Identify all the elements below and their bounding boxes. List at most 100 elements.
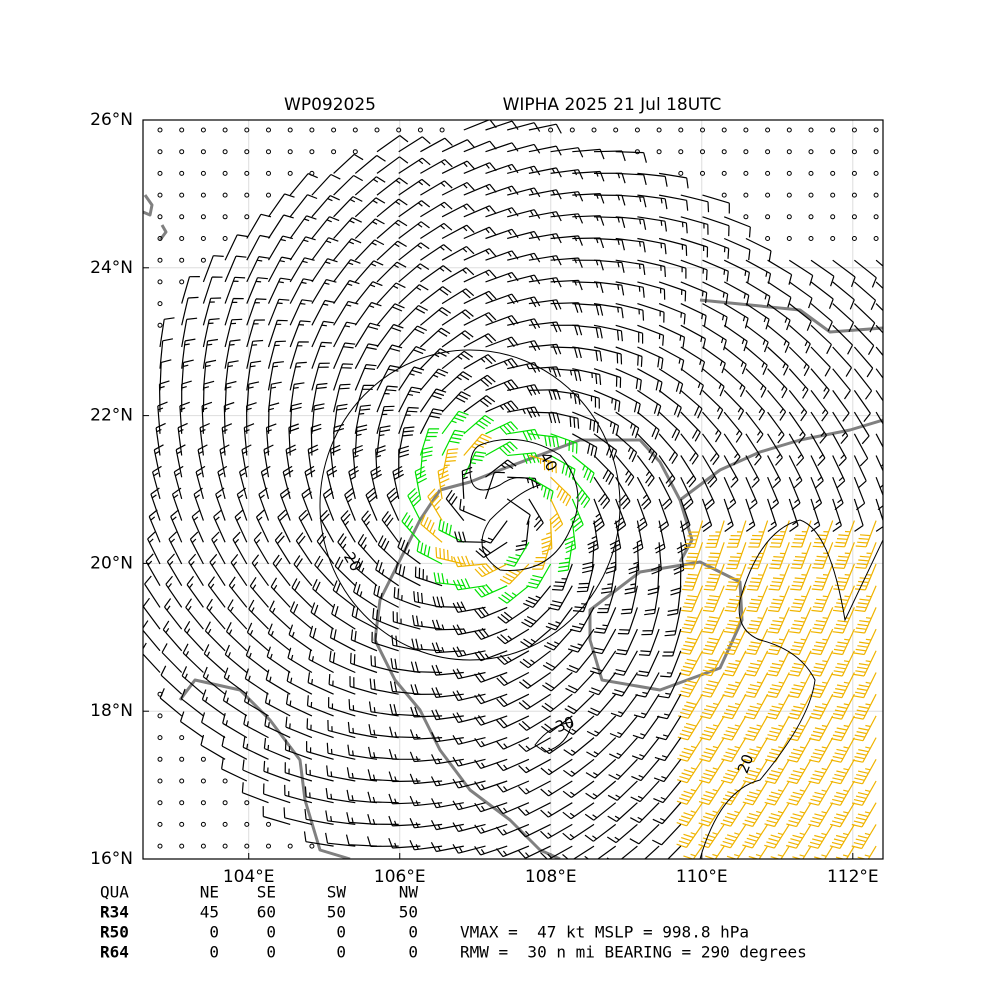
wind-barb	[832, 303, 855, 333]
wind-barb	[412, 615, 443, 630]
wind-barb	[636, 650, 660, 677]
calm-marker	[830, 214, 836, 220]
wind-barb	[463, 312, 497, 326]
calm-marker	[634, 149, 640, 155]
wind-barb	[246, 339, 264, 369]
wind-barb	[283, 807, 313, 825]
wind-barb	[398, 221, 430, 239]
wind-barb	[658, 368, 684, 395]
wind-barb	[365, 487, 378, 521]
wind-barb	[376, 405, 395, 434]
wind-barb	[597, 585, 617, 614]
wind-barb	[680, 346, 706, 373]
wind-barb	[834, 520, 855, 548]
wind-barb	[246, 298, 267, 326]
wind-barb	[607, 802, 638, 823]
calm-marker	[765, 192, 771, 198]
wind-barb	[810, 324, 832, 355]
wind-barb	[329, 650, 356, 674]
wind-barb	[289, 299, 313, 326]
wind-barb	[810, 628, 834, 656]
wind-barb	[485, 163, 519, 174]
wind-barb	[788, 324, 811, 354]
wind-barb	[452, 712, 486, 724]
wind-barb	[702, 324, 727, 351]
wind-barb	[532, 542, 552, 570]
wind-barb	[788, 281, 813, 309]
wind-barb	[637, 216, 667, 232]
calm-marker	[179, 236, 185, 241]
wind-barb	[376, 344, 403, 370]
coastline	[373, 489, 561, 859]
wind-barb	[517, 823, 551, 838]
wind-barb	[289, 278, 314, 304]
wind-barb	[202, 380, 215, 413]
wind-barb	[349, 676, 378, 695]
wind-barb	[285, 716, 313, 739]
wind-barb	[463, 269, 497, 283]
wind-barb	[398, 366, 425, 391]
wind-barb	[517, 845, 551, 859]
wind-barb	[769, 542, 790, 570]
wind-barb	[615, 172, 647, 186]
wind-barb	[655, 715, 682, 741]
wind-barb	[875, 303, 883, 312]
wind-barb	[660, 650, 682, 678]
calm-marker	[765, 127, 771, 133]
wind-barb	[311, 320, 334, 348]
wind-barb	[633, 693, 660, 719]
wind-barb	[831, 650, 855, 677]
wind-barb	[326, 742, 356, 760]
wind-barb	[629, 823, 660, 845]
wind-barb	[615, 303, 645, 321]
wind-barb	[629, 845, 660, 859]
wind-barb	[222, 690, 248, 717]
wind-barb	[704, 542, 725, 570]
wind-barb	[398, 325, 428, 348]
wind-barb	[286, 670, 313, 695]
wind-barb	[745, 389, 766, 421]
wind-barb	[409, 817, 443, 829]
wind-barb	[234, 509, 248, 543]
wind-barb	[441, 224, 475, 240]
wind-barb	[401, 512, 421, 543]
wind-barb	[767, 498, 777, 532]
wind-barb	[676, 780, 703, 805]
wind-barb	[388, 793, 421, 805]
wind-barb	[528, 299, 562, 311]
wind-barb	[188, 553, 204, 587]
wind-barb	[786, 758, 812, 785]
wind-barb	[419, 348, 450, 370]
wind-barb	[680, 216, 709, 235]
wind-barb	[722, 672, 747, 698]
wind-barb	[215, 487, 226, 521]
wind-barb	[420, 201, 453, 218]
wind-barb	[605, 542, 617, 574]
calm-marker	[200, 192, 206, 198]
wind-barb	[376, 198, 408, 218]
wind-barb	[528, 498, 544, 532]
wind-barb	[528, 123, 562, 134]
wind-barb	[637, 303, 665, 323]
calm-marker	[179, 279, 185, 285]
wind-barb	[201, 401, 213, 434]
wind-barb	[419, 428, 440, 456]
wind-barb	[852, 759, 877, 785]
wind-barb	[541, 693, 573, 713]
wind-barb	[518, 715, 551, 731]
wind-barb	[809, 672, 834, 699]
calm-marker	[157, 279, 163, 285]
table-cell: 0	[209, 943, 219, 962]
wind-barb	[376, 385, 398, 413]
calm-marker	[331, 127, 337, 133]
wind-barb	[744, 672, 769, 698]
wind-barb	[810, 411, 827, 444]
wind-barb	[246, 277, 268, 304]
wind-barb	[332, 580, 356, 608]
wind-barb	[722, 650, 747, 677]
wind-barb	[325, 810, 356, 825]
wind-barb	[770, 845, 790, 859]
wind-barb	[851, 780, 877, 806]
wind-barb	[474, 845, 508, 856]
